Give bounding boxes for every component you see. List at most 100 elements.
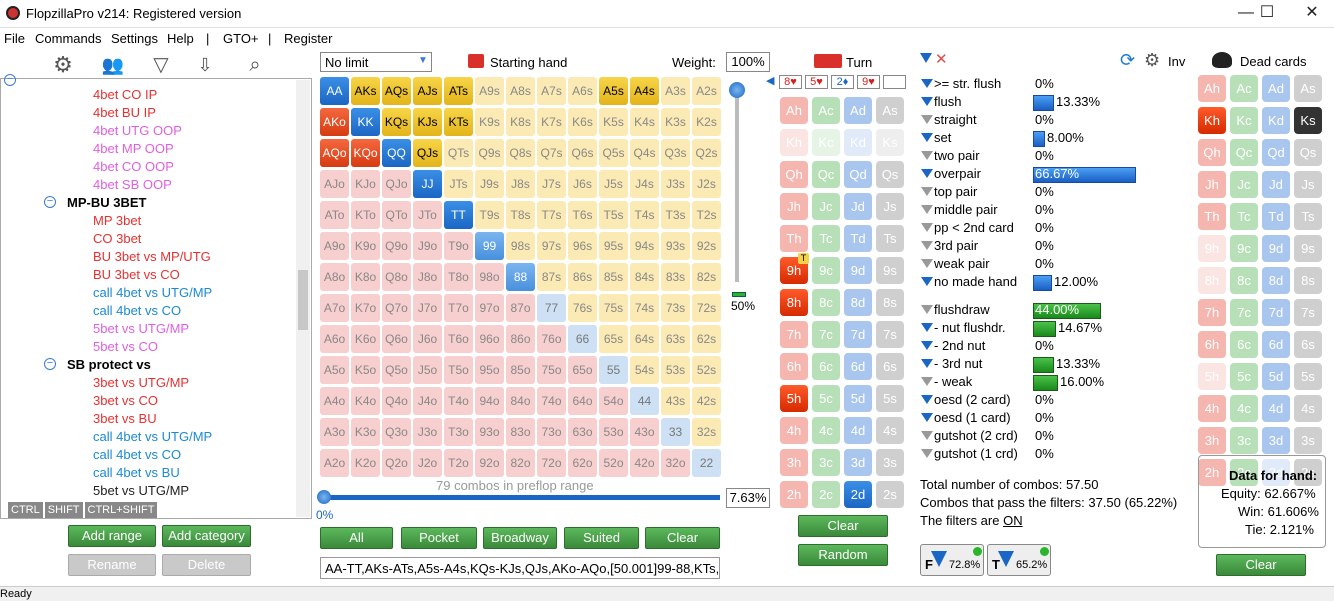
hand-cell[interactable]: K6o [351, 325, 380, 353]
range-slider-track[interactable] [320, 495, 720, 500]
tree-item[interactable]: 5bet vs UTG/MP [93, 321, 190, 336]
filter-name[interactable]: - weak [934, 374, 973, 389]
card-2h[interactable]: 2h [780, 481, 808, 508]
card-4s[interactable]: 4s [1294, 395, 1322, 422]
hand-cell[interactable]: A7s [537, 77, 566, 105]
filter-name[interactable]: flushdraw [934, 302, 990, 317]
menu-help[interactable]: Help [167, 31, 194, 46]
hand-cell[interactable]: 87s [537, 263, 566, 291]
filter-name[interactable]: >= str. flush [934, 76, 1002, 91]
card-9s[interactable]: 9s [876, 257, 904, 284]
filter-name[interactable]: set [934, 130, 952, 145]
hand-cell[interactable]: K8o [351, 263, 380, 291]
hand-cell[interactable]: A4o [320, 387, 349, 415]
card-Kh[interactable]: Kh [1198, 107, 1226, 134]
pocket-button[interactable]: Pocket [401, 527, 477, 549]
gear-icon[interactable]: ⚙ [1144, 50, 1161, 70]
hand-cell[interactable]: 92s [692, 232, 721, 260]
hand-cell[interactable]: K7s [537, 108, 566, 136]
hand-cell[interactable]: 82s [692, 263, 721, 291]
hand-cell[interactable]: 86s [568, 263, 597, 291]
tree-item[interactable]: 4bet SB OOP [93, 177, 172, 192]
hand-cell[interactable]: A9s [475, 77, 504, 105]
random-button[interactable]: Random [798, 544, 888, 566]
hand-cell[interactable]: 76o [537, 325, 566, 353]
hand-cell[interactable]: 94s [630, 232, 659, 260]
board-card[interactable]: 9♥ [857, 75, 880, 89]
card-7s[interactable]: 7s [876, 321, 904, 348]
hand-cell[interactable]: A2o [320, 449, 349, 477]
chevron-down-icon[interactable]: ▼ [418, 55, 428, 66]
hand-cell[interactable]: 63o [568, 418, 597, 446]
card-2d[interactable]: 2d [1262, 459, 1290, 486]
card-8s[interactable]: 8s [1294, 267, 1322, 294]
maximize-button[interactable]: ☐ [1259, 4, 1275, 21]
hand-cell[interactable]: 33 [661, 418, 690, 446]
hand-cell[interactable]: J4s [630, 170, 659, 198]
hand-cell[interactable]: K3s [661, 108, 690, 136]
hand-cell[interactable]: J9o [413, 232, 442, 260]
hand-cell[interactable]: J4o [413, 387, 442, 415]
dead-clear-button[interactable]: Clear [1216, 554, 1306, 576]
weight-slider-thumb[interactable] [729, 82, 745, 98]
filter-toggle-icon[interactable] [921, 341, 933, 350]
tree-item[interactable]: CO 3bet [93, 231, 142, 246]
card-8h[interactable]: 8h [1198, 267, 1226, 294]
hand-cell[interactable]: QQ [382, 139, 411, 167]
tree-item[interactable]: 3bet vs UTG/MP [93, 375, 190, 390]
card-Jc[interactable]: Jc [1230, 171, 1258, 198]
hand-cell[interactable]: AJs [413, 77, 442, 105]
hand-cell[interactable]: AQs [382, 77, 411, 105]
hand-cell[interactable]: T9o [444, 232, 473, 260]
hand-cell[interactable]: J6o [413, 325, 442, 353]
card-7s[interactable]: 7s [1294, 299, 1322, 326]
filter-name[interactable]: straight [934, 112, 977, 127]
card-6h[interactable]: 6h [1198, 331, 1226, 358]
card-5h[interactable]: 5h [780, 385, 808, 412]
card-4s[interactable]: 4s [876, 417, 904, 444]
hand-cell[interactable]: T3s [661, 201, 690, 229]
weight-slider-track[interactable] [735, 86, 739, 282]
hand-cell[interactable]: AKo [320, 108, 349, 136]
hand-cell[interactable]: T2s [692, 201, 721, 229]
hand-cell[interactable]: J7s [537, 170, 566, 198]
tree-scroll-thumb[interactable] [298, 270, 308, 330]
hand-cell[interactable]: QTo [382, 201, 411, 229]
hand-cell[interactable]: A5o [320, 356, 349, 384]
card-8c[interactable]: 8c [1230, 267, 1258, 294]
card-Ks[interactable]: Ks [876, 129, 904, 156]
tree-item[interactable]: 5bet vs UTG/MP [93, 483, 190, 498]
tree-item[interactable]: call 4bet vs BU [93, 465, 180, 480]
hand-cell[interactable]: 93s [661, 232, 690, 260]
filter-add-icon[interactable]: ▽ [153, 54, 169, 76]
board-card[interactable]: 8♥ [779, 75, 802, 89]
card-5h[interactable]: 5h [1198, 363, 1226, 390]
tree-item[interactable]: BU 3bet vs CO [93, 267, 180, 282]
tree-item[interactable]: MP 3bet [93, 213, 142, 228]
hand-cell[interactable]: 75o [537, 356, 566, 384]
card-Qs[interactable]: Qs [876, 161, 904, 188]
filter-name[interactable]: weak pair [934, 256, 990, 271]
gear-icon[interactable]: ⚙ [53, 52, 73, 77]
hand-cell[interactable]: T7s [537, 201, 566, 229]
card-6s[interactable]: 6s [876, 353, 904, 380]
hand-cell[interactable]: 52s [692, 356, 721, 384]
hand-cell[interactable]: JTs [444, 170, 473, 198]
filter-toggle-icon[interactable] [921, 151, 933, 160]
hand-cell[interactable]: T8o [444, 263, 473, 291]
refresh-icon[interactable]: ⟳ [1120, 50, 1136, 70]
hand-cell[interactable]: 64o [568, 387, 597, 415]
filter-name[interactable]: - 3rd nut [934, 356, 983, 371]
hand-cell[interactable]: 22 [692, 449, 721, 477]
card-Ac[interactable]: Ac [812, 97, 840, 124]
hand-cell[interactable]: 97o [475, 294, 504, 322]
broadway-button[interactable]: Broadway [483, 527, 557, 549]
hand-cell[interactable]: 86o [506, 325, 535, 353]
hand-cell[interactable]: T6o [444, 325, 473, 353]
tree-item[interactable]: 5bet vs CO [93, 339, 159, 354]
hand-cell[interactable]: J8s [506, 170, 535, 198]
hand-cell[interactable]: A7o [320, 294, 349, 322]
hand-cell[interactable]: T9s [475, 201, 504, 229]
hand-cell[interactable]: K5s [599, 108, 628, 136]
card-Qh[interactable]: Qh [780, 161, 808, 188]
